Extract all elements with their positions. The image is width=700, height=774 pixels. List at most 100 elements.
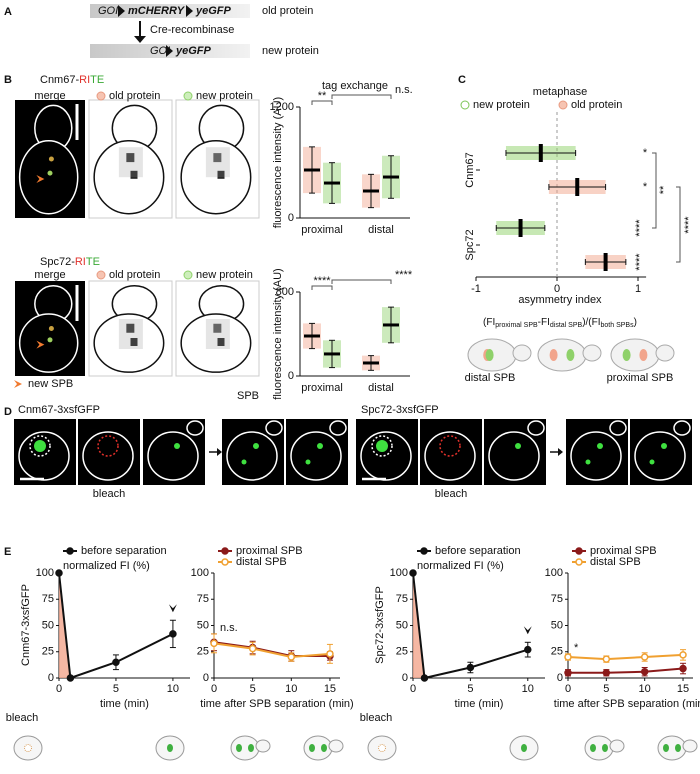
panel-label: E [4,546,11,558]
gfp-spot [321,744,327,752]
x-tick-label: 0 [410,683,416,695]
legend-dot [66,547,74,555]
legend-dot [460,100,470,110]
gene-segment: mCHERRY [128,5,186,17]
significance: * [643,181,648,193]
cell-mother [537,338,587,372]
legend-label: distal SPB [236,556,287,568]
spot [485,349,494,361]
legend-label: before separation [435,545,521,557]
data-point [524,645,532,654]
gfp-spot [309,744,315,752]
cell-outline [424,431,476,481]
gfp-spot [661,443,667,449]
data-point [248,644,257,653]
legend-dot [221,547,229,555]
data-point [640,653,649,661]
y-axis-title: fluorescence intensity (AU) [272,97,284,228]
title-part: Spc72- [40,256,75,268]
bleach-spot [378,744,386,752]
gfp-spot [317,443,323,449]
formula-part: ) [634,317,637,328]
cell-outline [290,431,342,481]
legend-dot [575,547,583,555]
x-axis-title: time (min) [100,698,149,710]
y-tick-label: 100 [545,567,563,579]
significance: **** [683,216,695,234]
spot [130,170,138,179]
cell-outline [488,431,540,481]
y-tick-label: 75 [42,593,54,605]
x-axis-title: time (min) [455,698,504,710]
cell-bud [609,739,625,753]
y-tick-label: 25 [197,646,209,658]
micrograph [566,419,628,485]
spot [48,156,54,162]
x-tick-label: proximal [301,382,343,394]
data-point [210,639,218,648]
cell-mother [93,140,165,215]
title-part: TE [90,74,104,86]
legend-label: old protein [571,99,622,111]
cell-mother [18,140,79,215]
legend-dot [221,558,229,566]
cell-outline [82,431,134,481]
gfp-spot [585,459,591,465]
image-label: new protein [196,90,253,102]
group-label: Cnm67 [464,152,476,187]
gfp-spot [602,744,608,752]
x-tick-label: 10 [639,683,651,695]
panel-label: D [4,406,12,418]
significance: **** [313,275,331,287]
gfp-spot [253,443,259,449]
y-tick-label: 75 [197,593,209,605]
arrow-label: new SPB [28,378,73,390]
image-label: old protein [109,90,160,102]
formula-part: (FI [483,317,495,328]
y-tick-label: 75 [551,593,563,605]
spot-halo [118,319,143,349]
cell-bud [682,739,698,753]
spb-arrow [36,175,45,184]
gene-segment: yeGFP [195,5,232,17]
gene-segment: GOI [150,45,170,57]
gfp-spot [34,440,46,452]
mean-bar [603,253,608,271]
x-tick-label: 10 [522,683,534,695]
y-axis-title: normalized FI (%) [63,560,150,572]
row-title: Cnm67-3xsfGFP [18,404,100,416]
bleach-label: bleach [435,488,467,500]
micrograph [484,419,546,485]
gfp-spot [590,744,596,752]
x-tick-label: distal [368,382,394,394]
significance: * [643,147,648,159]
bleach-label: bleach [360,712,392,724]
cell-bud [328,739,344,753]
spot-halo [118,147,143,178]
formula: (FIproximal SPB-FIdistal SPB)/(FIboth SP… [483,317,637,330]
x-tick-label: 0 [554,283,560,295]
x-tick-label: 15 [677,683,689,695]
cell-mother [584,735,614,761]
spot-halo [205,147,230,178]
spot [639,349,648,361]
data-point [602,669,611,677]
gfp-spot [248,744,254,752]
x-tick-label: 0 [565,683,571,695]
significance: ** [658,185,670,194]
x-axis-title: SPB [237,390,259,402]
spb-arrow [36,340,45,349]
data-point [466,663,475,672]
series-line [567,653,684,661]
cell-mother [230,735,260,761]
cell-mother [657,735,687,761]
micrograph [286,419,348,485]
row-title: Spc72-RITE [40,256,100,268]
cell-bud [609,420,627,436]
cell-bud [255,739,271,753]
data-point [640,667,649,676]
y-tick-label: 50 [42,619,54,631]
y-tick-label: 0 [288,370,294,382]
cell-outline [147,431,199,481]
